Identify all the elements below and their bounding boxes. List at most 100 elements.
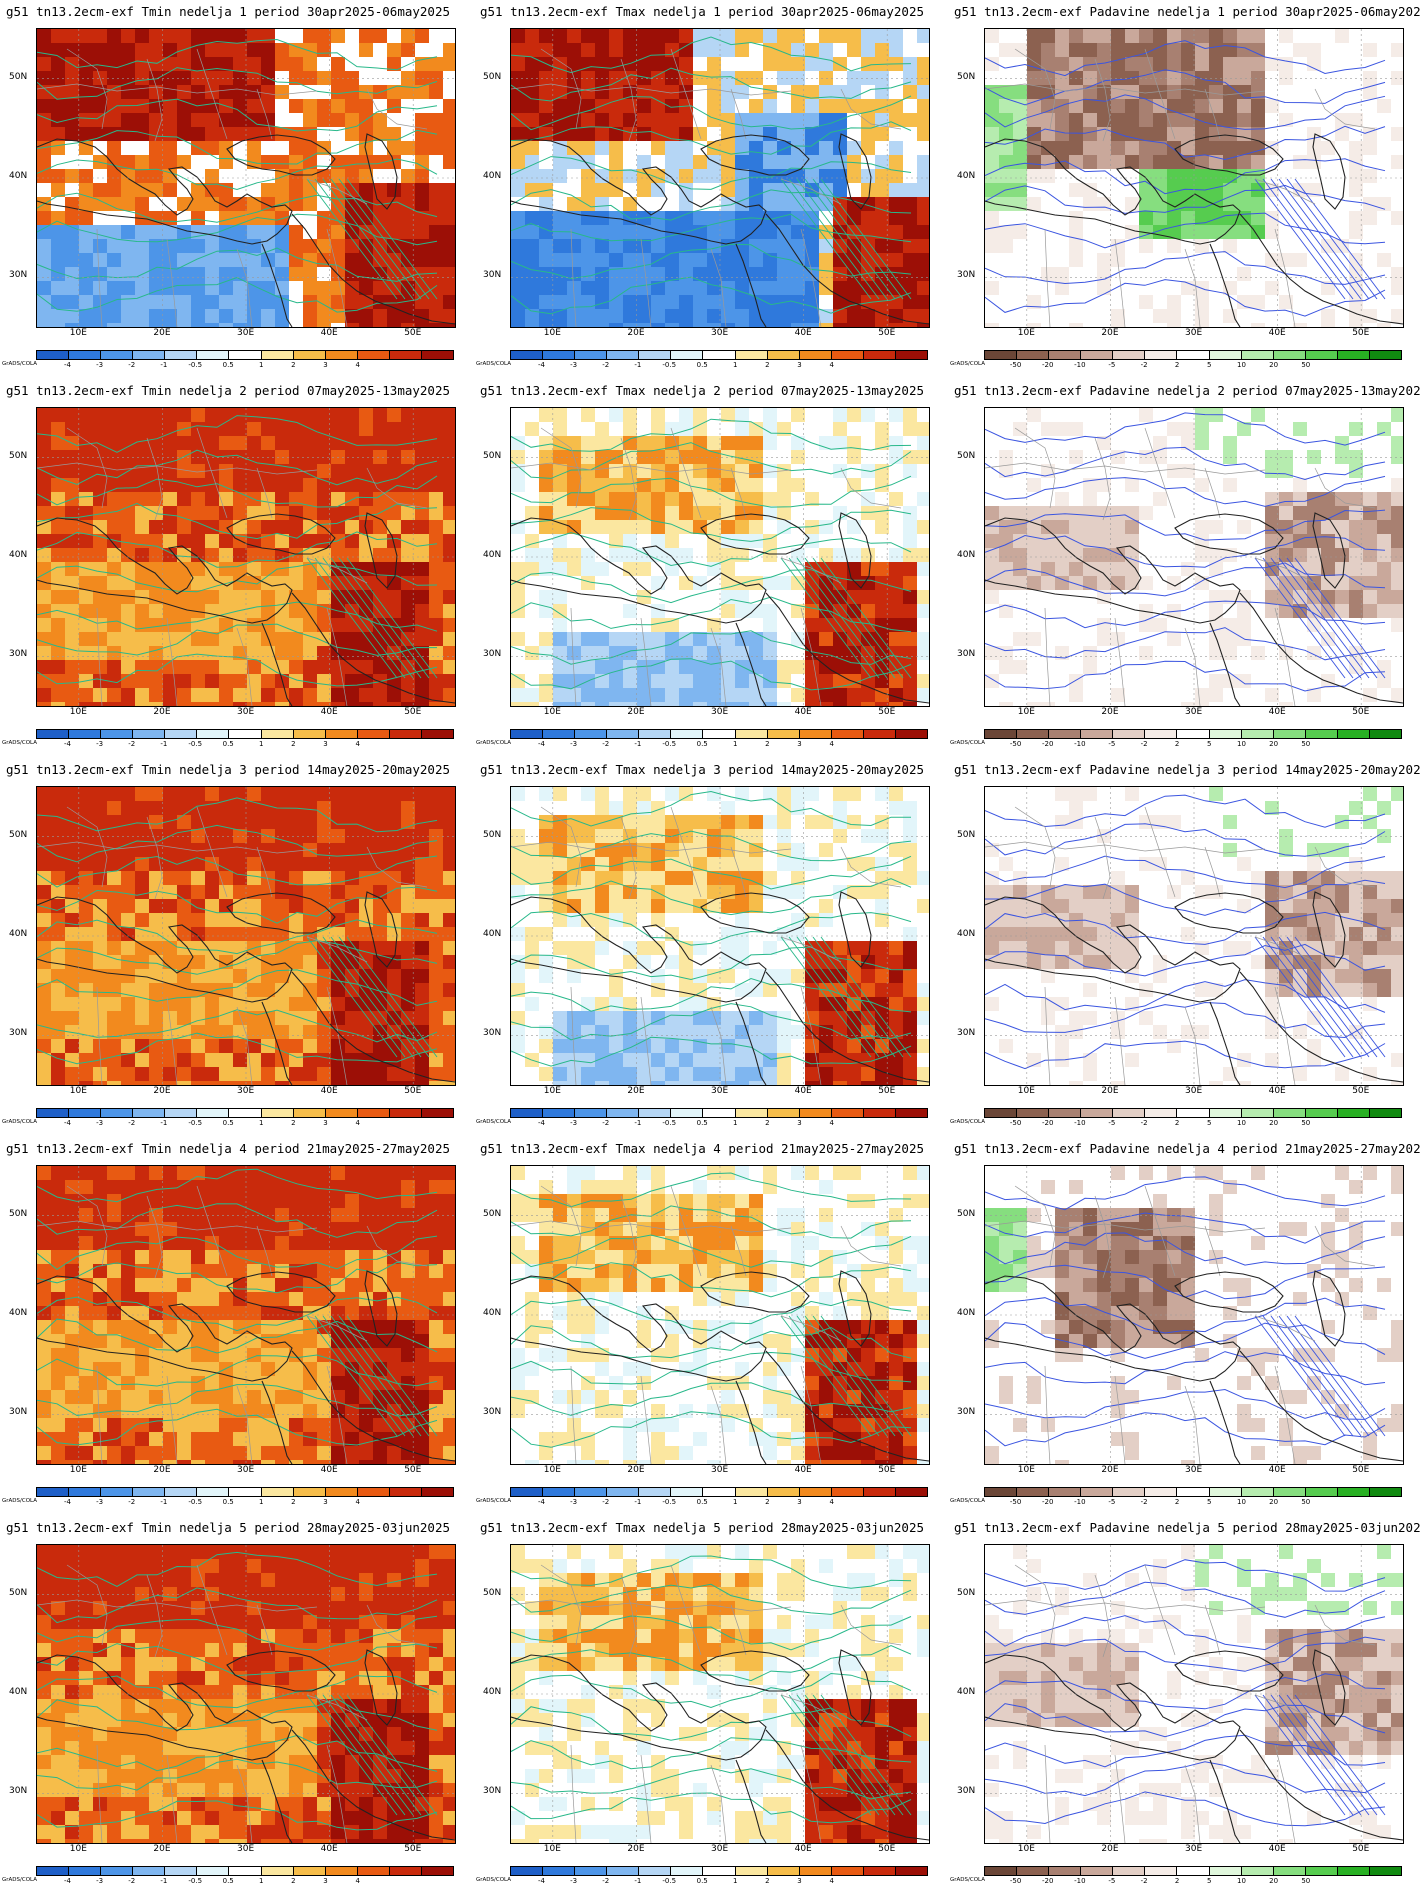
temperature-contour xyxy=(37,1296,438,1332)
country-border xyxy=(1044,986,1051,1085)
country-border xyxy=(1184,627,1201,706)
map-canvas xyxy=(37,1166,455,1464)
country-border xyxy=(196,1564,228,1656)
longitude-label: 40E xyxy=(1268,1086,1286,1096)
longitude-label: 50E xyxy=(1352,1844,1370,1854)
country-border xyxy=(306,557,368,584)
longitude-label: 10E xyxy=(1017,1086,1035,1096)
colorbar-swatch xyxy=(1273,1488,1306,1496)
country-border xyxy=(985,83,1266,96)
precip-contour xyxy=(985,40,1386,77)
country-border xyxy=(640,238,652,327)
country-border xyxy=(710,1385,727,1464)
grads-credit: GrADS/COLA xyxy=(950,1119,985,1125)
colorbar xyxy=(510,729,928,739)
colorbar-tick-label: -3 xyxy=(570,1119,578,1127)
precip-contour xyxy=(985,1636,1386,1672)
coastline xyxy=(1312,891,1346,968)
temperature-contour xyxy=(37,1009,438,1043)
colorbar-tick-label: 1 xyxy=(732,361,738,369)
latitude-label: 50N xyxy=(9,829,28,840)
latitude-label: 30N xyxy=(9,270,28,281)
longitude-label: 50E xyxy=(404,1844,422,1854)
temperature-contour xyxy=(37,1235,438,1271)
colorbar-tick-label: -4 xyxy=(537,1498,545,1506)
country-border xyxy=(1274,607,1296,706)
colorbar-tick-label: 0.5 xyxy=(696,1498,708,1506)
temperature-contour xyxy=(788,178,880,300)
colorbar xyxy=(984,729,1402,739)
map-panel-padavine-week-1: g51 tn13.2ecm-exf Padavine nedelja 1 per… xyxy=(948,0,1420,379)
panel-title: g51 tn13.2ecm-exf Tmax nedelja 1 period … xyxy=(480,4,925,19)
colorbar-swatch xyxy=(197,1488,230,1496)
temperature-contour xyxy=(37,531,438,568)
colorbar-tick-label: -50 xyxy=(1009,361,1022,369)
colorbar-tick-label: 4 xyxy=(829,1119,834,1127)
longitude-label: 10E xyxy=(543,1465,561,1475)
colorbar-swatch xyxy=(101,1488,134,1496)
country-border xyxy=(640,1375,652,1464)
colorbar xyxy=(36,729,454,739)
colorbar-tick-label: 3 xyxy=(323,1119,328,1127)
colorbar-tick-label: 0.5 xyxy=(696,1119,708,1127)
temperature-contour xyxy=(314,557,406,679)
coastline xyxy=(291,971,455,1083)
coastline xyxy=(765,213,929,325)
longitude-label: 30E xyxy=(237,707,255,717)
coastline xyxy=(985,138,1241,245)
temperature-contour xyxy=(338,936,430,1058)
country-border xyxy=(840,467,902,509)
latitude-label: 50N xyxy=(483,1587,502,1598)
country-border xyxy=(366,88,428,130)
precip-contour xyxy=(985,125,1386,161)
precip-contour xyxy=(1262,557,1354,679)
longitude-label: 40E xyxy=(794,1086,812,1096)
coastline xyxy=(1239,592,1403,704)
coastline xyxy=(838,891,872,968)
colorbar-swatch xyxy=(1049,730,1082,738)
country-border xyxy=(366,467,428,509)
colorbar-tick-label: 0.5 xyxy=(696,740,708,748)
colorbar-swatch xyxy=(389,1109,422,1117)
colorbar-tick-label: 50 xyxy=(1301,1119,1311,1127)
longitude-label: 40E xyxy=(1268,1844,1286,1854)
precip-contour xyxy=(1254,557,1346,679)
colorbar-tick-label: 2 xyxy=(765,1498,770,1506)
temperature-contour xyxy=(322,936,414,1058)
colorbar-tick-label: -2 xyxy=(602,1877,610,1885)
colorbar-tick-label: 3 xyxy=(797,1877,802,1885)
temperature-contour xyxy=(511,1003,912,1041)
longitude-label: 50E xyxy=(1352,707,1370,717)
country-border xyxy=(1114,238,1126,327)
longitude-label: 20E xyxy=(153,707,171,717)
colorbar-swatch xyxy=(863,351,896,359)
colorbar-swatch xyxy=(261,730,294,738)
longitude-label: 10E xyxy=(1017,707,1035,717)
panel-title: g51 tn13.2ecm-exf Tmin nedelja 5 period … xyxy=(6,1520,451,1535)
map-canvas xyxy=(37,1545,455,1843)
colorbar-tick-label: 2 xyxy=(765,1877,770,1885)
latitude-label: 40N xyxy=(9,1687,28,1697)
grads-credit: GrADS/COLA xyxy=(950,740,985,746)
longitude-label: 50E xyxy=(878,1465,896,1475)
temperature-contour xyxy=(780,1694,872,1816)
colorbar-swatch xyxy=(133,1109,166,1117)
colorbar-swatch xyxy=(421,1109,454,1117)
coastline xyxy=(735,622,767,706)
colorbar-swatch xyxy=(639,730,672,738)
colorbar-tick-label: -1 xyxy=(160,740,168,748)
longitude-label: 40E xyxy=(794,1465,812,1475)
precip-contour xyxy=(985,911,1386,945)
colorbar-swatch xyxy=(1273,1109,1306,1117)
colorbar-swatch xyxy=(895,1867,928,1875)
temperature-contour xyxy=(37,247,438,282)
colorbar-swatch xyxy=(1145,1109,1178,1117)
temperature-contour xyxy=(37,653,438,687)
longitude-label: 20E xyxy=(153,1465,171,1475)
temperature-contour xyxy=(511,213,912,243)
precip-contour xyxy=(985,943,1386,977)
country-border xyxy=(1184,1006,1201,1085)
colorbar-tick-label: 2 xyxy=(765,1119,770,1127)
colorbar-tick-label: 3 xyxy=(323,740,328,748)
temperature-contour xyxy=(511,596,912,633)
